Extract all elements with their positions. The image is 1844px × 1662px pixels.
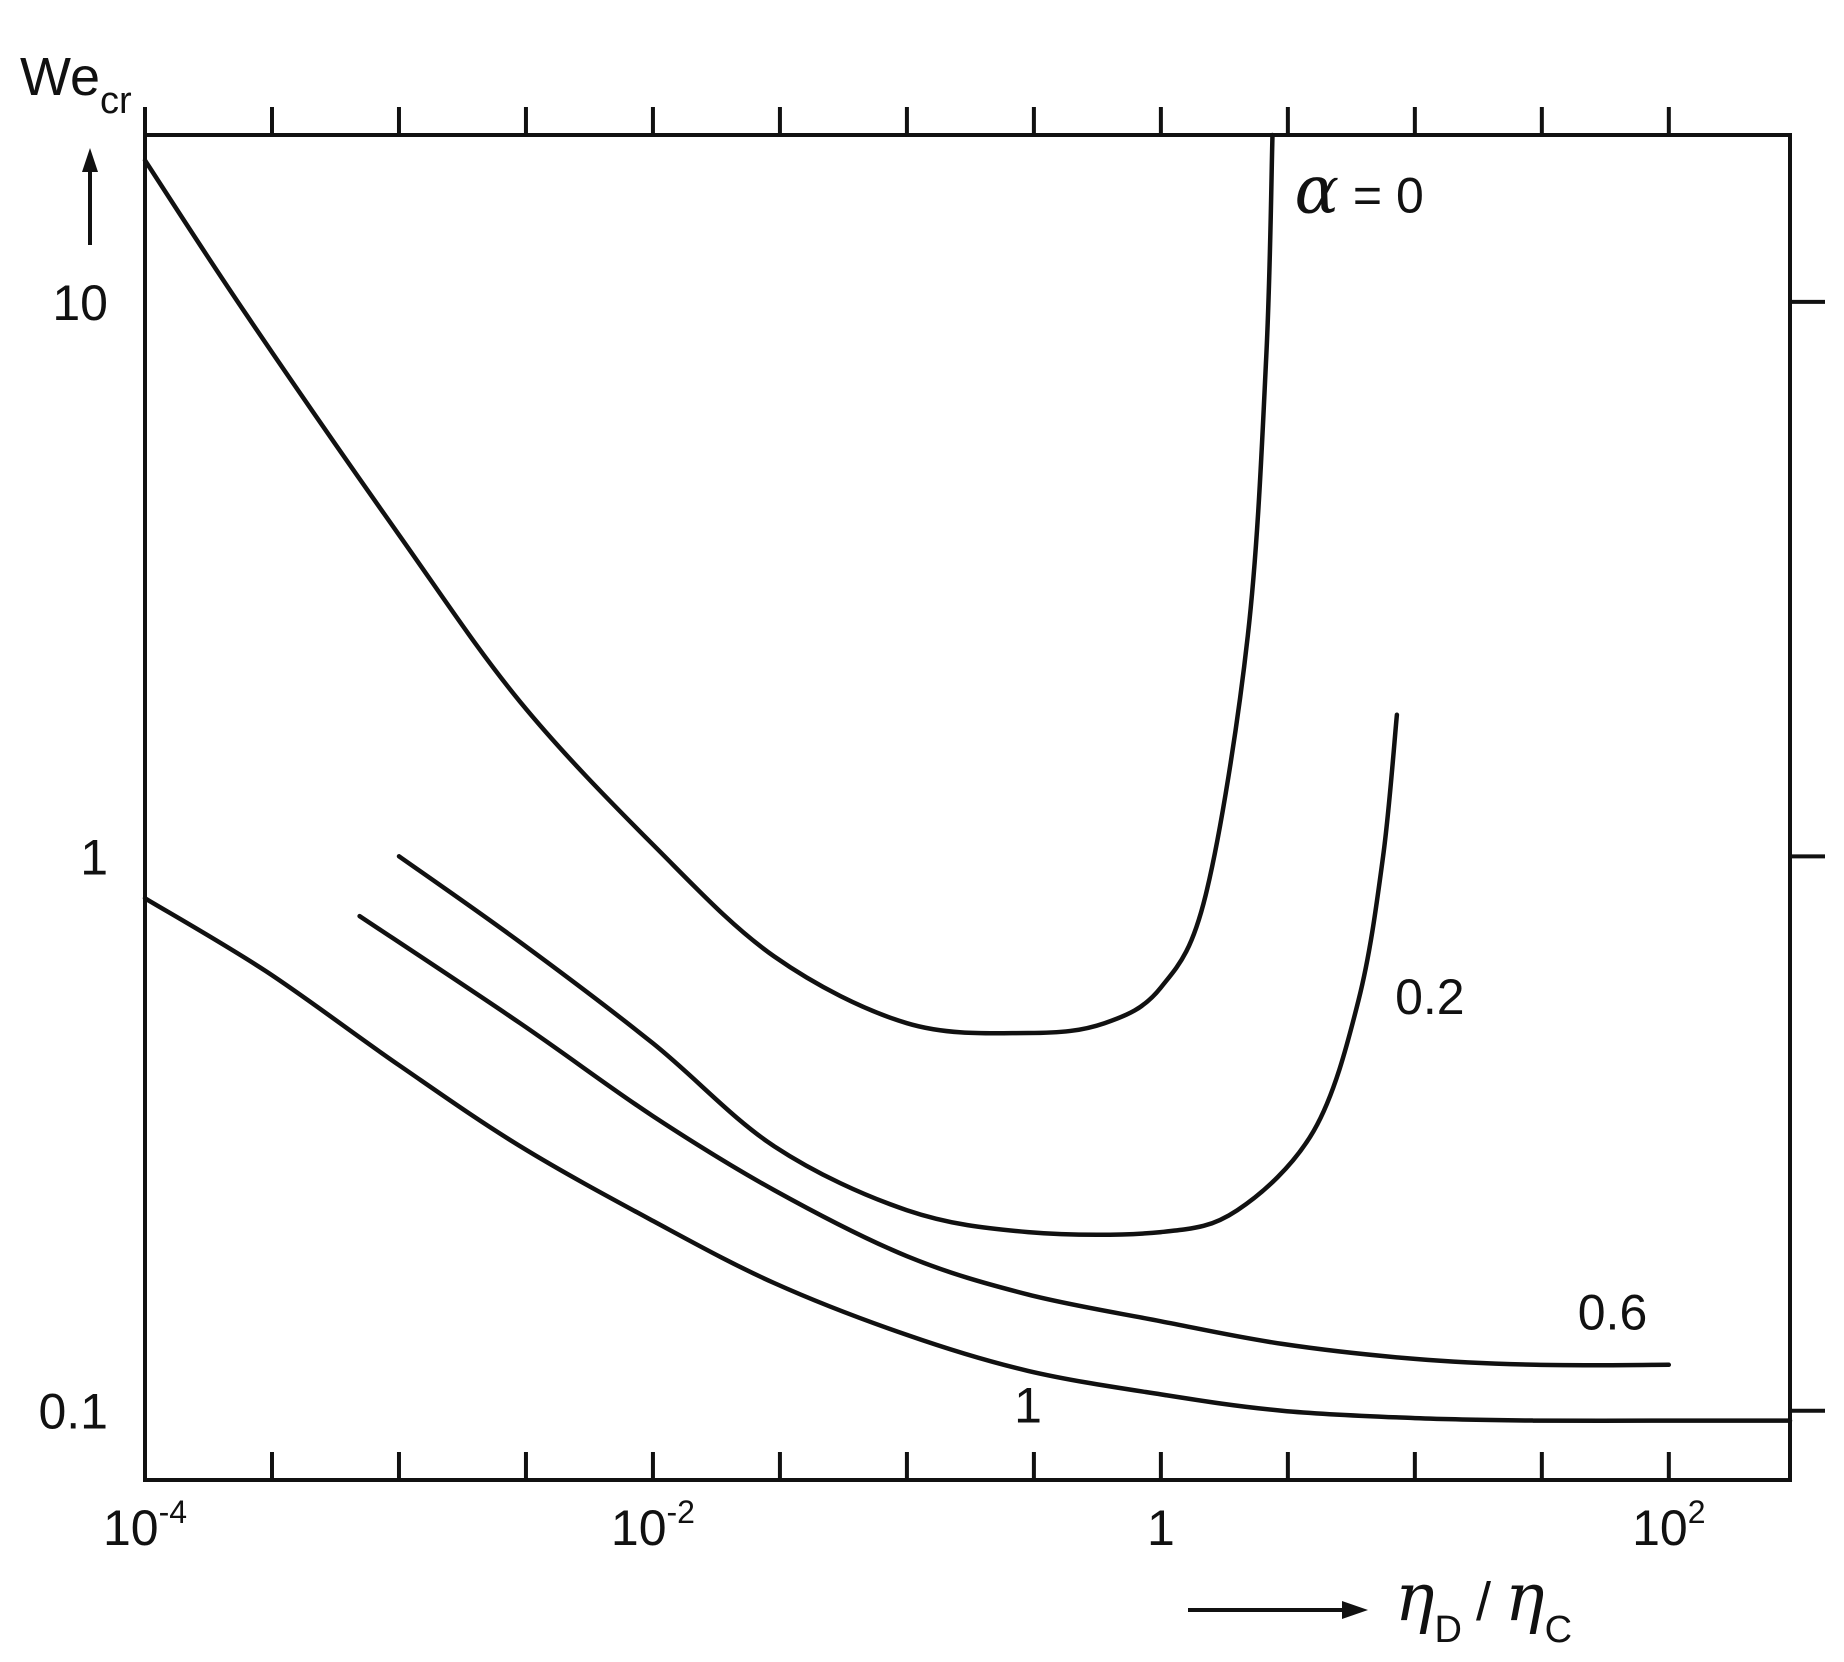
curve-labels: α = 0 0.2 0.6 1 <box>1014 151 1647 1433</box>
axis-tick-labels: 10-4 10-2 1 102 0.1 1 10 <box>38 275 1705 1556</box>
curve-1 <box>142 896 1793 1424</box>
x-tick-label: 1 <box>1147 1500 1175 1556</box>
curve-label: 0.2 <box>1395 969 1465 1025</box>
y-tick-label: 10 <box>52 275 108 331</box>
curve-0-2 <box>396 712 1400 1238</box>
curve-label: α = 0 <box>1294 151 1423 228</box>
plot-frame <box>143 133 1792 1482</box>
y-tick-label: 1 <box>80 829 108 885</box>
x-axis-title: ηD / ηC <box>1395 1559 1572 1651</box>
data-curves <box>142 132 1793 1424</box>
curve-0 <box>142 132 1275 1036</box>
x-tick-label: 10-2 <box>611 1494 695 1556</box>
y-tick-label: 0.1 <box>38 1384 108 1440</box>
x-axis-arrowhead-icon <box>1342 1601 1368 1619</box>
y-axis-arrowhead-icon <box>82 148 98 172</box>
x-tick-label: 102 <box>1632 1494 1705 1556</box>
axis-ticks <box>143 107 1825 1480</box>
y-axis-title: Wecr <box>20 47 132 122</box>
curve-label: 1 <box>1014 1378 1042 1434</box>
curve-label: 0.6 <box>1578 1284 1648 1340</box>
x-tick-label: 10-4 <box>103 1494 187 1556</box>
curve-0-6 <box>357 913 1672 1368</box>
